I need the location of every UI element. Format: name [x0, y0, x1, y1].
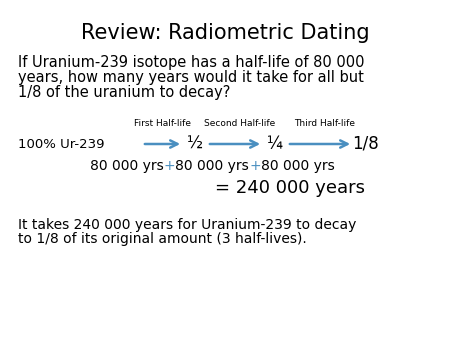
Text: 80 000 yrs: 80 000 yrs [90, 159, 164, 173]
Text: If Uranium-239 isotope has a half-life of 80 000: If Uranium-239 isotope has a half-life o… [18, 55, 364, 70]
Text: ¼: ¼ [267, 135, 283, 153]
Text: to 1/8 of its original amount (3 half-lives).: to 1/8 of its original amount (3 half-li… [18, 232, 307, 246]
Text: 80 000 yrs: 80 000 yrs [261, 159, 334, 173]
Text: 1/8 of the uranium to decay?: 1/8 of the uranium to decay? [18, 85, 230, 100]
Text: It takes 240 000 years for Uranium-239 to decay: It takes 240 000 years for Uranium-239 t… [18, 218, 356, 232]
Text: +: + [164, 159, 176, 173]
Text: First Half-life: First Half-life [134, 119, 191, 128]
Text: Second Half-life: Second Half-life [204, 119, 275, 128]
Text: ½: ½ [187, 135, 203, 153]
Text: 100% Ur-239: 100% Ur-239 [18, 138, 104, 150]
Text: Third Half-life: Third Half-life [294, 119, 356, 128]
Text: 80 000 yrs: 80 000 yrs [176, 159, 249, 173]
Text: years, how many years would it take for all but: years, how many years would it take for … [18, 70, 364, 85]
Text: = 240 000 years: = 240 000 years [215, 179, 365, 197]
Text: Review: Radiometric Dating: Review: Radiometric Dating [81, 23, 369, 43]
Text: +: + [249, 159, 261, 173]
Text: 1/8: 1/8 [351, 135, 378, 153]
